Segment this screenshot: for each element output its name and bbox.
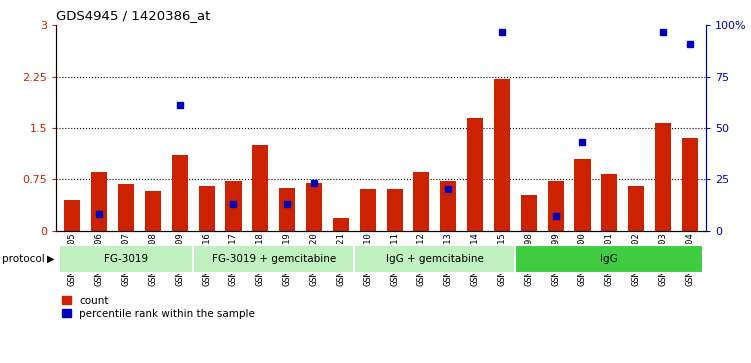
Bar bbox=[682, 138, 698, 231]
Bar bbox=[279, 188, 295, 231]
Bar bbox=[172, 155, 188, 231]
Bar bbox=[306, 183, 322, 231]
Bar bbox=[515, 245, 703, 273]
Bar bbox=[602, 175, 617, 231]
Bar bbox=[413, 172, 430, 231]
Text: GDS4945 / 1420386_at: GDS4945 / 1420386_at bbox=[56, 9, 211, 22]
Bar bbox=[387, 189, 403, 231]
Bar bbox=[547, 181, 564, 231]
Bar bbox=[198, 186, 215, 231]
Text: IgG + gemcitabine: IgG + gemcitabine bbox=[386, 254, 484, 264]
Bar bbox=[494, 79, 510, 231]
Bar bbox=[193, 245, 354, 273]
Bar bbox=[145, 191, 161, 231]
Bar bbox=[65, 200, 80, 231]
Text: FG-3019 + gemcitabine: FG-3019 + gemcitabine bbox=[212, 254, 336, 264]
Bar bbox=[467, 118, 483, 231]
Text: IgG: IgG bbox=[601, 254, 618, 264]
Bar bbox=[91, 172, 107, 231]
Bar bbox=[225, 181, 242, 231]
Legend: count, percentile rank within the sample: count, percentile rank within the sample bbox=[62, 295, 255, 319]
Text: FG-3019: FG-3019 bbox=[104, 254, 148, 264]
Bar bbox=[360, 189, 376, 231]
Bar bbox=[354, 245, 515, 273]
Bar bbox=[520, 195, 537, 231]
Bar bbox=[118, 184, 134, 231]
Bar bbox=[333, 218, 349, 231]
Text: ▶: ▶ bbox=[47, 254, 54, 264]
Bar bbox=[628, 186, 644, 231]
Bar bbox=[59, 245, 193, 273]
Text: protocol: protocol bbox=[2, 254, 44, 264]
Bar bbox=[575, 159, 590, 231]
Bar bbox=[252, 145, 268, 231]
Bar bbox=[440, 181, 457, 231]
Bar bbox=[655, 123, 671, 231]
